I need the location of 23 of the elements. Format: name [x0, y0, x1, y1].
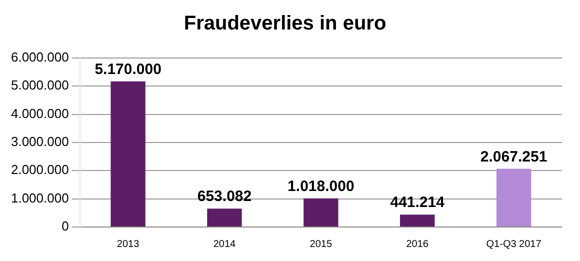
- data-label: 5.170.000: [94, 61, 162, 78]
- y-tick-label: 0: [62, 218, 69, 234]
- y-tick-label: 1.000.000: [10, 190, 69, 206]
- y-tick-label: 5.000.000: [10, 78, 69, 93]
- chart-title: Fraudeverlies in euro: [184, 12, 386, 35]
- x-tick-label: Q1-Q3 2017: [486, 238, 542, 250]
- y-tick-label: 4.000.000: [10, 106, 69, 121]
- data-label: 1.018.000: [288, 178, 354, 195]
- y-tick-label: 2.000.000: [10, 162, 69, 178]
- data-label: 653.082: [197, 188, 252, 206]
- bar: [400, 214, 435, 226]
- data-label: 441.214: [390, 194, 446, 212]
- x-tick-label: 2013: [116, 238, 140, 250]
- bar: [304, 198, 338, 226]
- x-tick-label: 2014: [213, 238, 236, 250]
- bar: [110, 81, 146, 226]
- x-tick-label: 2016: [406, 238, 429, 250]
- bar: [207, 208, 242, 226]
- data-label: 2.067.251: [480, 148, 548, 166]
- bar: [496, 168, 532, 226]
- y-tick-label: 6.000.000: [10, 50, 69, 65]
- x-tick-label: 2015: [310, 238, 332, 250]
- y-tick-label: 3.000.000: [10, 134, 69, 150]
